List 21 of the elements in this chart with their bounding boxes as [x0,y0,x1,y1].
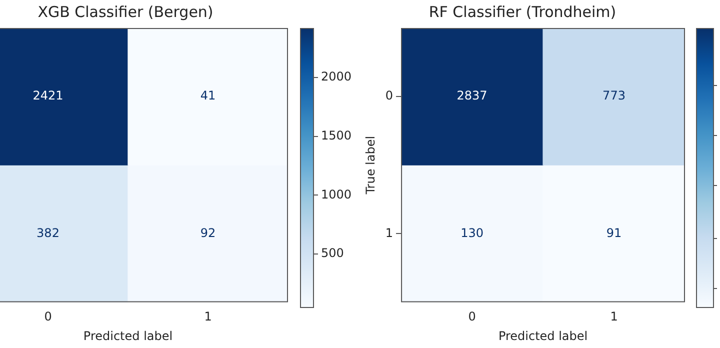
chart-title: RF Classifier (Trondheim) [428,2,616,21]
x-tick-label: 1 [204,310,212,324]
color-bar-label: 2000 [321,70,352,84]
data-label: 91 [606,226,622,240]
color-bar-label: 1500 [321,128,352,142]
chart-title: XGB Classifier (Bergen) [38,2,214,21]
x-tick-label: 0 [44,310,52,324]
x-tick-label: 1 [610,310,618,324]
color-bar-label: 500 [321,246,344,260]
data-label: 41 [200,88,216,103]
data-label: 2837 [456,88,488,103]
data-label: 382 [36,226,60,240]
data-label: 2421 [32,88,64,103]
x-axis-title: Predicted label [498,328,588,343]
data-label: 773 [602,88,626,103]
data-label: 130 [460,226,484,240]
data-label: 92 [200,226,216,240]
x-tick-label: 0 [468,310,476,324]
x-axis-title: Predicted label [83,328,173,343]
color-bar-label: 1000 [321,187,352,202]
y-axis-title: True label [363,136,378,196]
